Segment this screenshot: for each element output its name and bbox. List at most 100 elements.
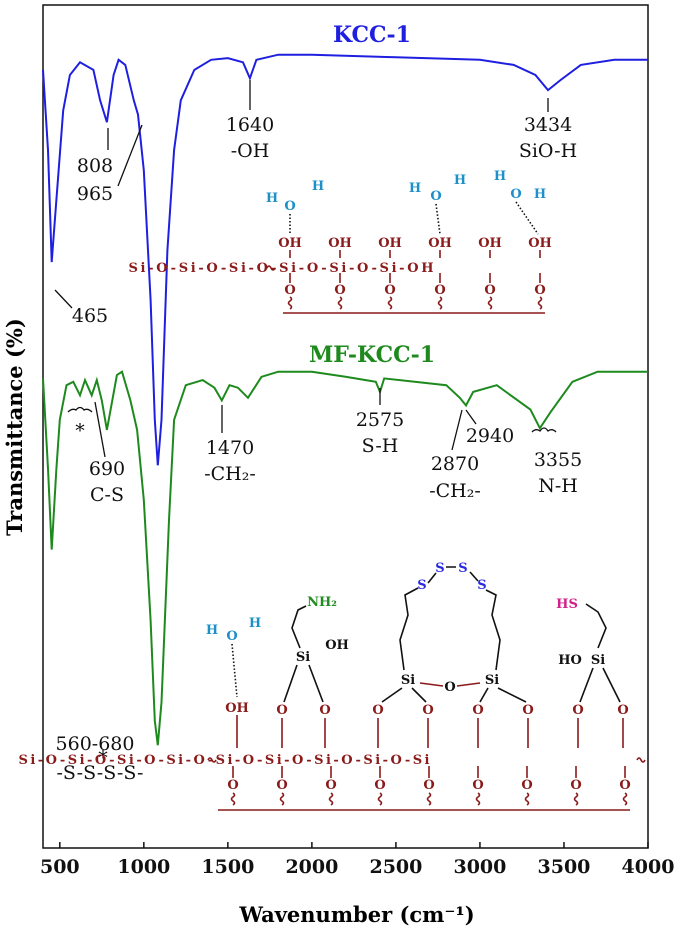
bridge-oxygen: O (444, 680, 455, 695)
squiggle (337, 296, 343, 310)
x-tick-label: 2500 (369, 856, 422, 878)
siloxane-bonds (419, 682, 481, 687)
annotation: -CH₂- (204, 463, 256, 485)
water-h: H (249, 616, 261, 631)
x-tick-label: 4000 (622, 856, 675, 878)
x-axis-title: Wavenumber (cm⁻¹) (238, 902, 474, 927)
disulfide-bonds (427, 566, 479, 584)
water-h: H (409, 181, 421, 196)
x-tick-label: 1000 (117, 856, 170, 878)
x-tick-label: 3000 (453, 856, 506, 878)
bond (435, 203, 441, 235)
bridge-oxygen: O (276, 778, 287, 793)
hydroxyl: OH (328, 236, 352, 251)
annotation: 2940 (466, 425, 514, 447)
annotation: 808 (77, 155, 113, 177)
bridge-oxygen: O (617, 703, 628, 718)
water-h: H (494, 169, 506, 184)
bridge-oxygen: O (319, 703, 330, 718)
series-label: MF-KCC-1 (309, 342, 435, 368)
sulfur: S (435, 561, 444, 576)
propyl-chain (291, 605, 307, 649)
bridge-oxygen: O (227, 778, 238, 793)
squiggle (537, 296, 543, 310)
squiggle (437, 296, 443, 310)
bridge-oxygen: O (472, 703, 483, 718)
bridge-oxygen: O (422, 703, 433, 718)
annotation-leader (465, 409, 477, 425)
squiggle (287, 296, 293, 310)
sulfur: S (458, 561, 467, 576)
hydroxyl: OH (278, 236, 302, 251)
annotation: N-H (538, 475, 578, 497)
annotation: 965 (77, 183, 113, 205)
annotation: 2870 (431, 453, 479, 475)
bond (602, 667, 621, 703)
propyl-chain (585, 603, 607, 649)
bridge-oxygen: O (374, 778, 385, 793)
annotation-leader (94, 401, 106, 458)
squiggle (377, 792, 383, 806)
silicon: Si (485, 673, 499, 688)
squiggle (487, 296, 493, 310)
bond (515, 201, 539, 235)
annotation-marker: * (98, 747, 108, 769)
annotation-leader (117, 124, 143, 187)
annotation: 1470 (206, 437, 254, 459)
squiggle (230, 792, 236, 806)
x-tick-label: 1500 (201, 856, 254, 878)
y-axis-title: Transmittance (%) (2, 318, 27, 536)
annotation: -OH (231, 140, 270, 162)
bridge-oxygen: O (522, 703, 533, 718)
annotation-leader (531, 427, 557, 433)
annotation: 560-680 (56, 733, 135, 755)
annotation-marker: * (75, 420, 85, 442)
hydroxyl: OH (478, 236, 502, 251)
bridge-oxygen: O (325, 778, 336, 793)
water-h: H (266, 191, 278, 206)
silanol: HO (558, 653, 582, 668)
sulfur: S (477, 578, 486, 593)
annotation: 3355 (534, 449, 582, 471)
siloxane-chain: Si-O-Si-O-Si-O-Si-O-Si-O-Si-OH (129, 261, 434, 276)
annotation: 3434 (524, 114, 572, 136)
bond (411, 687, 427, 703)
hydroxyl: OH (528, 236, 552, 251)
plot-layer: 500 1000 1500 2000 2500 3000 3500 4000 KCC-1 MF-K… (40, 22, 674, 878)
annotation: SiO-H (519, 140, 577, 162)
bridge-oxygen: O (372, 703, 383, 718)
amine: NH₂ (307, 595, 337, 610)
squiggle (387, 296, 393, 310)
annotation: 465 (72, 305, 108, 327)
series-line (42, 53, 648, 466)
propyl-chain (485, 589, 501, 671)
squiggle (524, 792, 530, 806)
water-o: O (284, 199, 295, 214)
x-tick-label: 500 (40, 856, 80, 878)
bridge-oxygen: O (434, 283, 445, 298)
plot-frame (42, 4, 649, 849)
series-line (42, 370, 648, 746)
squiggle (426, 792, 432, 806)
squiggle (279, 792, 285, 806)
bond (381, 687, 403, 703)
bridge-oxygen: O (276, 703, 287, 718)
bridge-oxygen: O (521, 778, 532, 793)
hydroxyl: OH (428, 236, 452, 251)
series-label: KCC-1 (333, 22, 411, 48)
bridge-oxygen: O (484, 283, 495, 298)
bond (283, 664, 298, 703)
water-o: O (226, 629, 237, 644)
water-h: H (312, 179, 324, 194)
water-o: O (430, 189, 441, 204)
squiggle (636, 757, 646, 763)
bridge-oxygen: O (570, 778, 581, 793)
annotation-leader (451, 409, 463, 451)
squiggle (266, 265, 276, 271)
bond (308, 664, 324, 703)
bridge-oxygen: O (423, 778, 434, 793)
silicon: Si (296, 650, 310, 665)
annotation: 690 (89, 458, 125, 480)
annotation: S-H (362, 435, 399, 457)
